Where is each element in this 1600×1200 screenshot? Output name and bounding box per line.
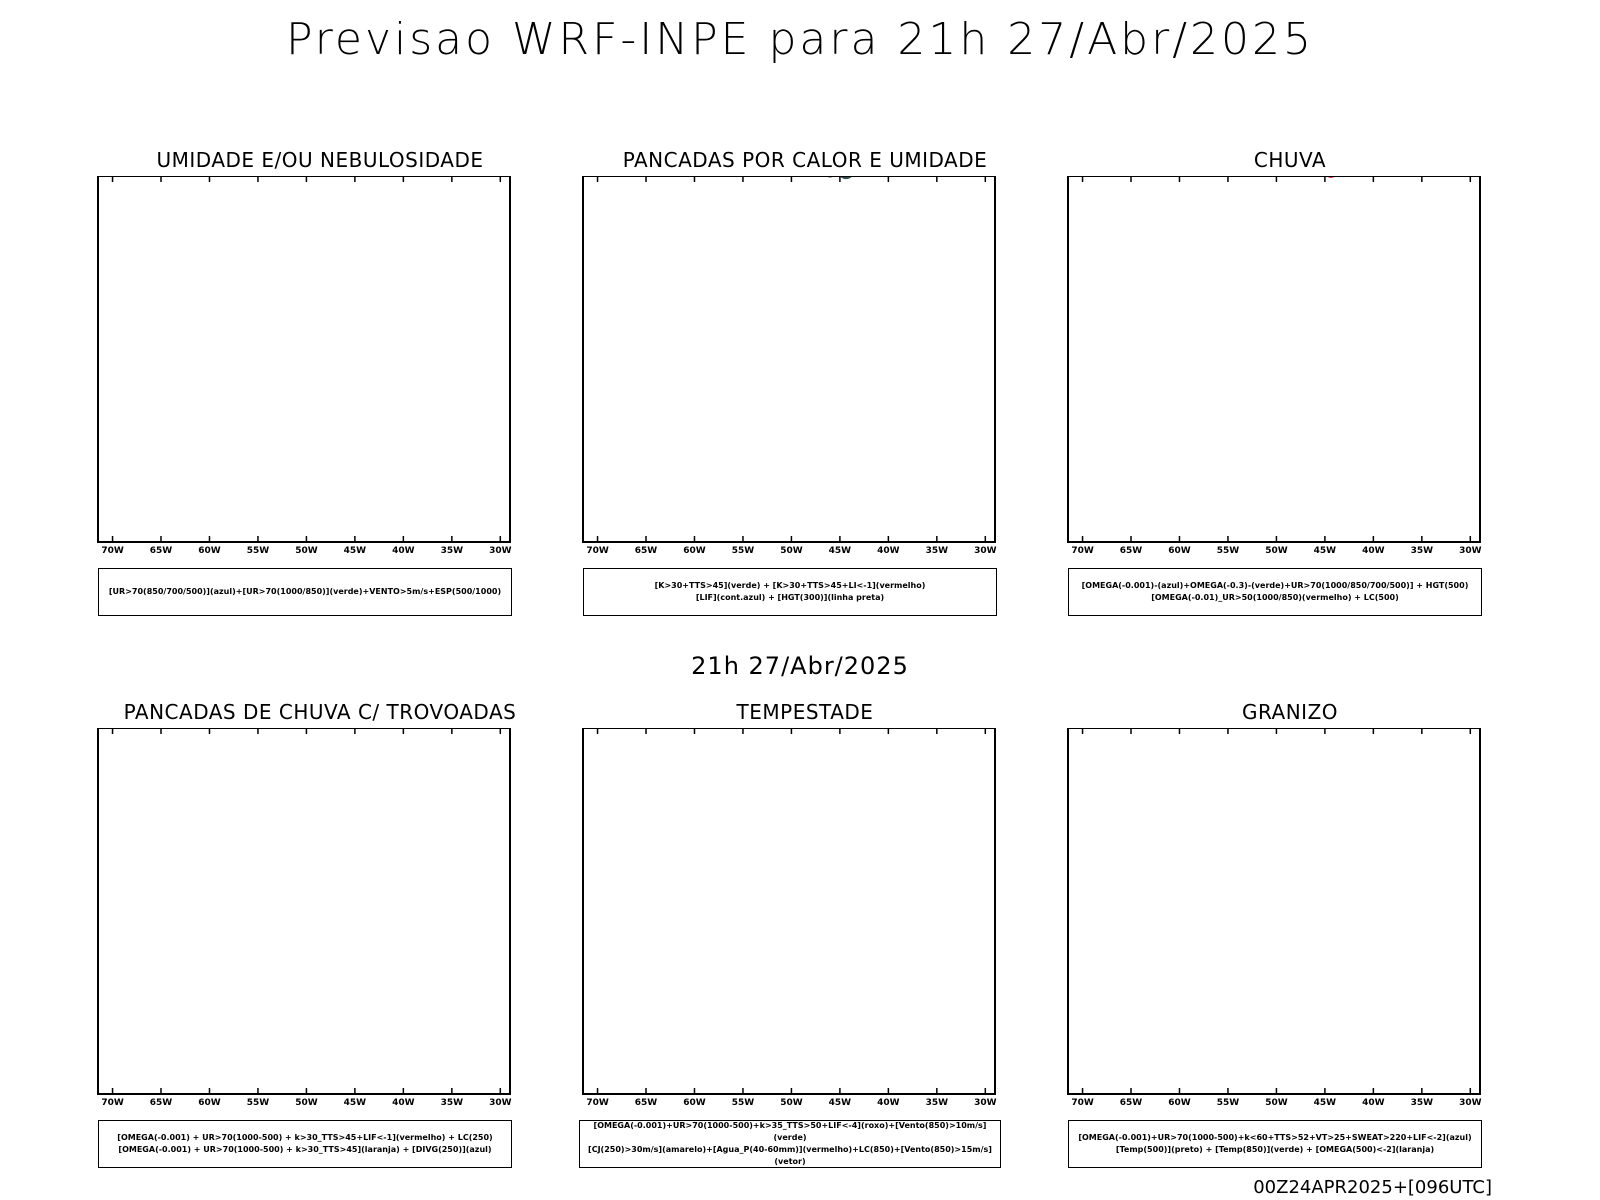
panel-title: GRANIZO <box>1241 700 1339 724</box>
lon-label: 65W <box>635 1098 658 1108</box>
map-frame <box>1067 176 1481 543</box>
lon-label: 55W <box>1217 546 1240 556</box>
lon-label: 30W <box>489 546 512 556</box>
lon-label: 45W <box>1314 1098 1337 1108</box>
map-frame <box>582 176 996 543</box>
panel-chuva: CHUVA 5855825825825795765735705675645585… <box>1050 148 1530 628</box>
legend-pancadas-calor: [K>30+TTS>45](verde) + [K>30+TTS>45+LI<-… <box>583 568 997 616</box>
lon-label: 55W <box>247 546 270 556</box>
map-pancadas-calor: 9600952096009600952094409440952094409360… <box>582 176 997 556</box>
legend-line: [OMEGA(-0.001)+UR>70(1000-500)+k<60+TTS>… <box>1078 1133 1472 1142</box>
legend-line: [OMEGA(-0.001)+UR>70(1000-500)+k>35_TTS>… <box>593 1121 987 1142</box>
map-frame <box>97 176 511 543</box>
forecast-time-label: 21h 27/Abr/2025 <box>691 652 909 680</box>
lon-label: 55W <box>732 1098 755 1108</box>
map-trovoadas: 12S15S18S21S24S27S30S33S36S39S42S70W65W6… <box>97 728 512 1108</box>
lon-label: 50W <box>1265 546 1288 556</box>
panel-title: TEMPESTADE <box>736 700 874 724</box>
legend-tempestade: [OMEGA(-0.001)+UR>70(1000-500)+k>35_TTS>… <box>579 1120 1001 1168</box>
panel-title: PANCADAS DE CHUVA C/ TROVOADAS <box>123 700 517 724</box>
lon-label: 70W <box>1071 546 1094 556</box>
lon-label: 35W <box>926 1098 949 1108</box>
lon-label: 40W <box>1362 546 1385 556</box>
legend-line: [Temp(500)](preto) + [Temp(850)](verde) … <box>1115 1145 1435 1154</box>
lon-label: 45W <box>1314 546 1337 556</box>
lon-label: 30W <box>1459 546 1482 556</box>
page-title: Previsao WRF-INPE para 21h 27/Abr/2025 <box>285 14 1314 65</box>
legend-line: [CJ(250)>30m/s](amarelo)+[Agua_P(40-60mm… <box>588 1145 992 1166</box>
lon-label: 45W <box>829 1098 852 1108</box>
legend-line: [K>30+TTS>45](verde) + [K>30+TTS>45+LI<-… <box>654 581 926 590</box>
lon-label: 65W <box>635 546 658 556</box>
run-stamp: 00Z24APR2025+[096UTC] <box>1253 1177 1492 1198</box>
panel-title: CHUVA <box>1253 148 1327 172</box>
map-frame <box>97 728 511 1095</box>
panel-umidade: UMIDADE E/OU NEBULOSIDADE 10121012101210… <box>80 148 560 628</box>
lon-label: 30W <box>489 1098 512 1108</box>
lon-label: 60W <box>1168 546 1191 556</box>
map-umidade: 1012101210121012101610161020100810041000… <box>97 176 512 556</box>
lon-label: 65W <box>150 546 173 556</box>
lon-label: 50W <box>780 546 803 556</box>
lon-label: 40W <box>877 546 900 556</box>
lon-label: 55W <box>732 546 755 556</box>
lon-label: 30W <box>974 546 997 556</box>
lon-label: 45W <box>344 546 367 556</box>
lon-label: 50W <box>295 546 318 556</box>
lon-label: 65W <box>1120 546 1143 556</box>
panel-title: UMIDADE E/OU NEBULOSIDADE <box>156 148 484 172</box>
lon-label: 65W <box>1120 1098 1143 1108</box>
lon-label: 70W <box>586 1098 609 1108</box>
legend-trovoadas: [OMEGA(-0.001) + UR>70(1000-500) + k>30_… <box>98 1120 512 1168</box>
lon-label: 55W <box>1217 1098 1240 1108</box>
panel-trovoadas: PANCADAS DE CHUVA C/ TROVOADAS 12S15S18S… <box>80 700 560 1180</box>
legend-line: [UR>70(850/700/500)](azul)+[UR>70(1000/8… <box>108 587 502 596</box>
panel-granizo: GRANIZO -9-6-9-12-12-15-15-18-21-27-18-1… <box>1050 700 1530 1180</box>
map-frame <box>582 728 996 1095</box>
lon-label: 35W <box>1411 546 1434 556</box>
lon-label: 70W <box>586 546 609 556</box>
lon-label: 30W <box>974 1098 997 1108</box>
legend-line: [OMEGA(-0.001)-(azul)+OMEGA(-0.3)-(verde… <box>1081 581 1469 590</box>
lon-label: 65W <box>150 1098 173 1108</box>
lon-label: 50W <box>780 1098 803 1108</box>
panel-title: PANCADAS POR CALOR E UMIDADE <box>622 148 988 172</box>
lon-label: 60W <box>198 1098 221 1108</box>
lon-label: 70W <box>101 546 124 556</box>
legend-granizo: [OMEGA(-0.001)+UR>70(1000-500)+k<60+TTS>… <box>1068 1120 1482 1168</box>
lon-label: 70W <box>1071 1098 1094 1108</box>
lon-label: 40W <box>1362 1098 1385 1108</box>
lon-label: 40W <box>392 546 415 556</box>
lon-label: 40W <box>877 1098 900 1108</box>
legend-chuva: [OMEGA(-0.001)-(azul)+OMEGA(-0.3)-(verde… <box>1068 568 1482 616</box>
lon-label: 30W <box>1459 1098 1482 1108</box>
legend-line: [OMEGA(-0.001) + UR>70(1000-500) + k>30_… <box>118 1145 492 1154</box>
lon-label: 50W <box>1265 1098 1288 1108</box>
legend-umidade: [UR>70(850/700/500)](azul)+[UR>70(1000/8… <box>98 568 512 616</box>
lon-label: 35W <box>441 1098 464 1108</box>
lon-label: 40W <box>392 1098 415 1108</box>
map-tempestade: 50505050505012S15S18S21S24S27S30S33S36S3… <box>582 728 997 1108</box>
lon-label: 35W <box>1411 1098 1434 1108</box>
lon-label: 55W <box>247 1098 270 1108</box>
legend-line: [OMEGA(-0.001) + UR>70(1000-500) + k>30_… <box>117 1133 493 1142</box>
legend-line: [OMEGA(-0.01)_UR>50(1000/850)(vermelho) … <box>1151 593 1399 602</box>
legend-line: [LIF](cont.azul) + [HGT(300)](linha pret… <box>695 593 885 602</box>
lon-label: 60W <box>1168 1098 1191 1108</box>
lon-label: 35W <box>926 546 949 556</box>
lon-label: 60W <box>683 1098 706 1108</box>
lon-label: 60W <box>198 546 221 556</box>
lon-label: 45W <box>829 546 852 556</box>
lon-label: 45W <box>344 1098 367 1108</box>
map-granizo: -9-6-9-12-12-15-15-18-21-27-18-15-12-9-6… <box>1067 728 1482 1108</box>
map-chuva: 5855825825825795765735705675645585555525… <box>1067 176 1482 556</box>
lon-label: 60W <box>683 546 706 556</box>
lon-label: 50W <box>295 1098 318 1108</box>
panel-pancadas-calor: PANCADAS POR CALOR E UMIDADE 96009520960… <box>565 148 1045 628</box>
panel-tempestade: TEMPESTADE 50505050505012S15S18S21S24S27… <box>565 700 1045 1180</box>
map-frame <box>1067 728 1481 1095</box>
lon-label: 70W <box>101 1098 124 1108</box>
lon-label: 35W <box>441 546 464 556</box>
